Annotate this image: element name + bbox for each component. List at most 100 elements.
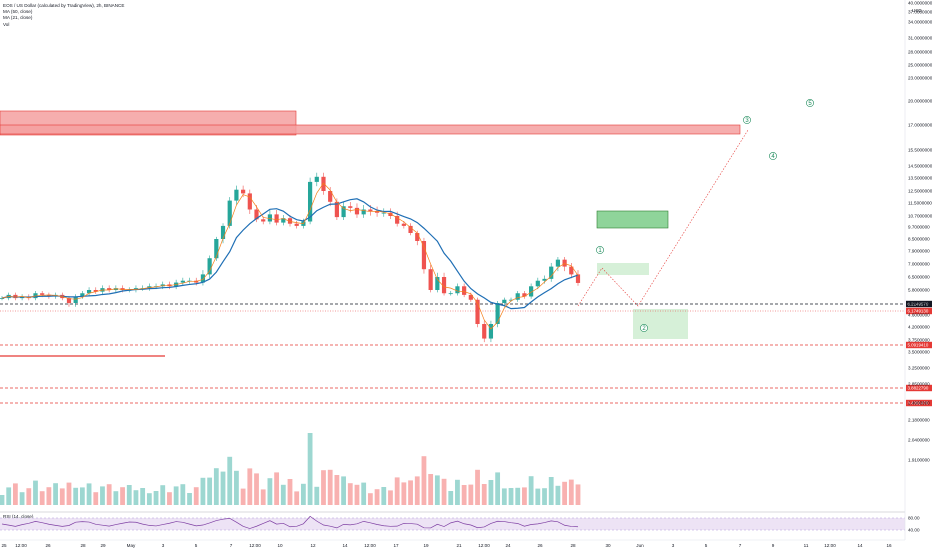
- volume-bar: [421, 456, 427, 505]
- y-tick-label: 8.5000000: [908, 237, 930, 242]
- y-tick-label: 4.6000000: [908, 313, 930, 318]
- candle-body: [401, 223, 406, 226]
- volume-bar: [542, 488, 547, 505]
- candle-body: [261, 219, 266, 222]
- volume-bar: [66, 482, 72, 505]
- y-tick-label: 9.7000000: [908, 225, 930, 230]
- candle-body: [515, 293, 520, 300]
- y-tick-label: 15.5000000: [908, 148, 932, 153]
- x-tick-label: 11: [804, 543, 809, 548]
- rsi-legend[interactable]: RSI (14, close): [3, 514, 34, 519]
- y-tick-label: 3.2500000: [908, 366, 930, 371]
- candle-body: [549, 266, 554, 279]
- ma50-line: [1, 198, 579, 310]
- x-tick-label: 14: [857, 543, 863, 548]
- candle-body: [482, 324, 487, 339]
- volume-bar: [441, 478, 447, 505]
- candle-body: [46, 294, 51, 297]
- legend-volume[interactable]: Vol: [3, 21, 10, 27]
- candle-body: [341, 206, 346, 218]
- candle-body: [368, 209, 373, 212]
- x-tick-label: 3: [162, 543, 165, 548]
- volume-bar: [374, 489, 380, 505]
- candle-body: [314, 176, 319, 182]
- candle-body: [0, 298, 5, 299]
- candle-body: [254, 209, 259, 220]
- candle-body: [415, 233, 420, 241]
- volume-bar: [481, 484, 487, 505]
- volume-bar: [46, 487, 52, 505]
- volume-bar: [200, 477, 206, 505]
- candle-body: [281, 218, 286, 223]
- y-tick-label: 13.5000000: [908, 176, 932, 181]
- y-tick-label: 20.0000000: [908, 99, 932, 104]
- volume-bar: [126, 485, 132, 505]
- candle-body: [361, 209, 366, 215]
- volume-bar: [334, 475, 340, 505]
- candle-body: [535, 280, 540, 287]
- volume-bar: [167, 492, 172, 505]
- candle-body: [374, 211, 380, 213]
- x-tick-label: 24: [505, 543, 511, 548]
- price-badge-label: 6.2149570: [908, 302, 929, 307]
- volume-bar: [341, 476, 346, 505]
- legend-ma50[interactable]: MA (50, close): [3, 9, 33, 15]
- volume-bar: [100, 486, 105, 505]
- volume-bar: [12, 483, 18, 505]
- candle-body: [428, 269, 433, 290]
- target-zone-dark: [596, 210, 669, 229]
- candle-body: [287, 218, 293, 224]
- x-tick-label: 10: [277, 543, 283, 548]
- resistance-zone-wide: [0, 124, 741, 135]
- volume-bar: [6, 487, 12, 505]
- price-badge: [906, 399, 932, 407]
- volume-bar: [528, 476, 534, 505]
- y-tick-label: 37.0000000: [908, 10, 932, 15]
- volume-bar: [307, 433, 313, 505]
- volume-bar: [0, 495, 5, 505]
- legend-title: EOS / US Dollar (calculated by TradingVi…: [3, 3, 125, 8]
- candle-body: [227, 200, 232, 226]
- legend-ma21[interactable]: MA (21, close): [3, 15, 33, 21]
- x-tick-label: 5: [195, 543, 198, 548]
- x-tick-label: 14: [342, 543, 348, 548]
- volume-bar: [568, 479, 574, 505]
- candle-body: [488, 324, 494, 339]
- x-tick-label: 16: [886, 543, 892, 548]
- volume-bar: [515, 487, 521, 505]
- x-tick-label: 17: [393, 543, 399, 548]
- volume-bar: [39, 491, 45, 505]
- candle-body: [441, 277, 447, 294]
- candle-body: [542, 278, 547, 281]
- candle-body: [80, 293, 85, 297]
- chart-legend: EOS / US Dollar (calculated by TradingVi…: [3, 3, 124, 28]
- candle-body: [348, 206, 353, 208]
- volume-bar: [381, 487, 387, 505]
- x-tick-label: 3: [672, 543, 675, 548]
- volume-bar: [428, 474, 434, 505]
- y-tick-label: 11.5000000: [908, 201, 932, 206]
- rsi-axis-label: 80.00: [908, 516, 920, 521]
- volume-bar: [234, 470, 239, 505]
- wave-label-circle: [806, 99, 814, 107]
- candle-body: [555, 259, 561, 267]
- volume-bar: [247, 468, 253, 505]
- y-tick-label: 2.0400000: [908, 438, 930, 443]
- wave-label-circle: [596, 246, 604, 254]
- volume-bar: [575, 484, 581, 505]
- candle-body: [40, 293, 45, 295]
- candle-body: [321, 176, 326, 191]
- y-tick-label: 23.0000000: [908, 76, 932, 81]
- volume-bar: [408, 480, 413, 505]
- volume-bar: [294, 491, 300, 505]
- volume-bar: [260, 489, 266, 505]
- candle-body: [435, 277, 440, 290]
- volume-bar: [33, 480, 38, 505]
- candle-body: [107, 288, 112, 290]
- x-tick-label: 28: [570, 543, 576, 548]
- volume-bar: [254, 473, 259, 505]
- candle-body: [294, 223, 299, 226]
- volume-bar: [414, 476, 420, 505]
- volume-bar: [180, 484, 186, 505]
